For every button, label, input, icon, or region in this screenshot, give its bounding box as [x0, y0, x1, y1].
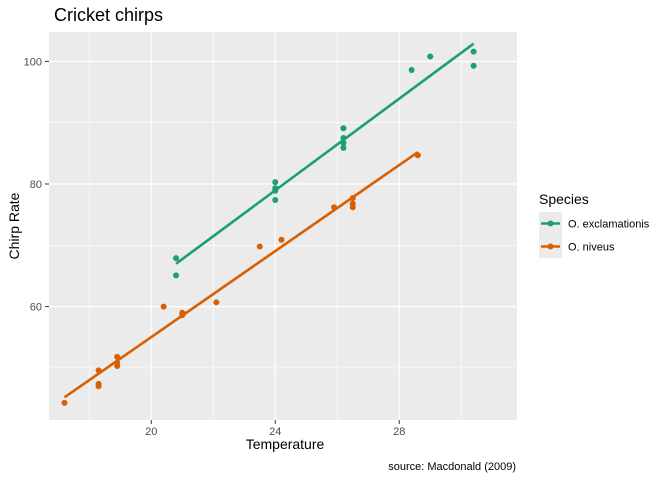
data-point [349, 204, 356, 211]
x-axis-title: Temperature [246, 436, 325, 452]
y-tick-label: 100 [24, 56, 42, 68]
data-point [340, 135, 347, 142]
y-tick-label: 60 [30, 302, 42, 314]
data-point [278, 236, 285, 243]
y-axis-title: Chirp Rate [6, 192, 22, 259]
data-point [272, 179, 279, 186]
data-point [114, 353, 121, 360]
caption: source: Macdonald (2009) [388, 461, 516, 473]
legend-label: O. exclamationis [568, 219, 650, 231]
data-point [95, 383, 102, 390]
data-point [160, 303, 167, 310]
x-tick-label: 28 [393, 426, 405, 438]
legend-title: Species [539, 191, 589, 207]
data-point [340, 139, 347, 146]
data-point [256, 243, 263, 250]
trend-line [63, 151, 419, 399]
data-point [340, 144, 347, 151]
x-tick-label: 24 [269, 426, 281, 438]
data-point [173, 255, 180, 262]
data-point [340, 125, 347, 132]
y-tick-label: 80 [30, 179, 42, 191]
grid-major [49, 32, 517, 420]
data-point [470, 62, 477, 69]
chart-title: Cricket chirps [54, 5, 163, 25]
x-axis: 20 24 28 [145, 420, 405, 438]
trend-lines [63, 42, 475, 399]
data-point [272, 196, 279, 203]
legend: Species O. exclamationis O. niveus [539, 191, 650, 258]
data-point [427, 53, 434, 60]
y-axis: 60 80 100 [24, 56, 49, 314]
data-point [61, 399, 68, 406]
x-tick-label: 20 [145, 426, 157, 438]
legend-point [547, 220, 554, 227]
trend-line [175, 42, 475, 265]
legend-label: O. niveus [568, 242, 615, 254]
legend-point [547, 243, 554, 250]
data-point [95, 367, 102, 374]
data-point [213, 299, 220, 306]
data-point [272, 187, 279, 194]
data-point [173, 272, 180, 279]
data-point [414, 152, 421, 159]
data-point [408, 67, 415, 74]
data-points [61, 48, 477, 406]
data-point [470, 48, 477, 55]
data-point [349, 195, 356, 202]
data-point [179, 312, 186, 319]
data-point [114, 363, 121, 370]
data-point [331, 204, 338, 211]
